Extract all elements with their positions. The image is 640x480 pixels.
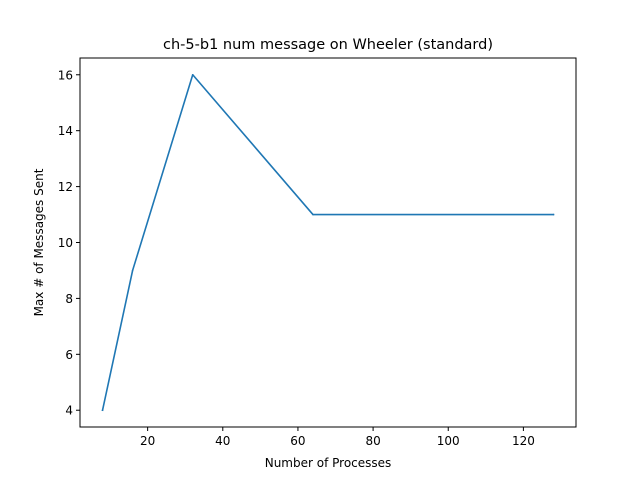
x-tick-label: 40 — [215, 434, 230, 448]
data-point — [101, 409, 104, 412]
x-tick-label: 80 — [365, 434, 380, 448]
x-tick-label: 20 — [140, 434, 155, 448]
plot-area — [80, 58, 576, 427]
y-tick-label: 12 — [58, 180, 73, 194]
chart-title: ch-5-b1 num message on Wheeler (standard… — [163, 37, 493, 53]
y-axis-label: Max # of Messages Sent — [32, 168, 46, 316]
data-point — [312, 213, 314, 216]
data-point — [552, 213, 555, 216]
x-tick-label: 100 — [437, 434, 460, 448]
x-tick-label: 60 — [290, 434, 305, 448]
ticks-layer: 20 40 60 80 100 120 4 6 8 10 12 14 16 — [58, 68, 535, 448]
y-tick-label: 14 — [58, 124, 73, 138]
x-tick-label: 120 — [512, 434, 535, 448]
plot-frame — [79, 57, 577, 428]
data-point — [131, 269, 134, 272]
y-tick-label: 10 — [58, 236, 73, 250]
data-point — [191, 73, 194, 76]
y-tick-label: 4 — [65, 404, 73, 418]
series-layer — [101, 73, 555, 412]
x-axis-label: Number of Processes — [265, 456, 392, 470]
y-tick-label: 8 — [65, 292, 73, 306]
y-tick-label: 6 — [65, 348, 73, 362]
y-tick-label: 16 — [58, 68, 73, 82]
